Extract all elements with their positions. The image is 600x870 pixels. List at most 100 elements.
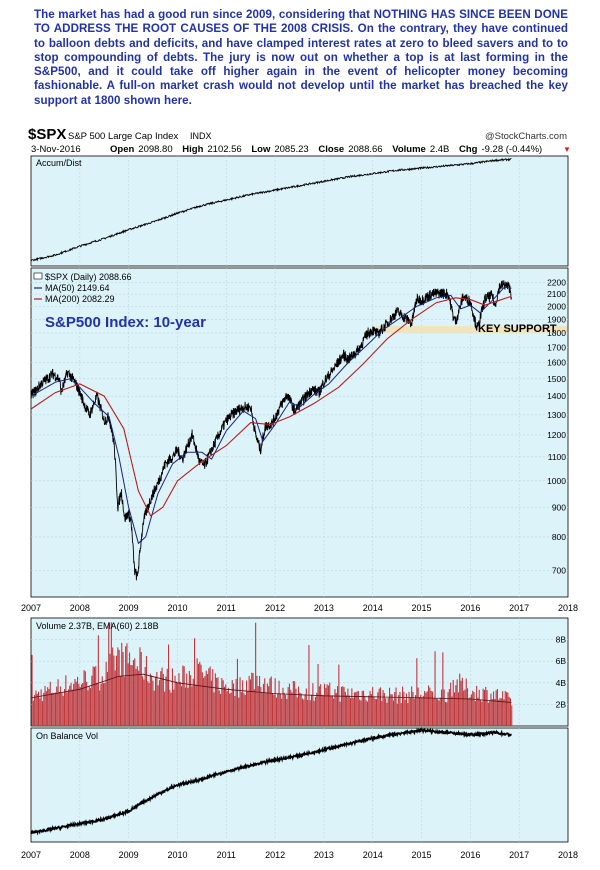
volume-bar xyxy=(468,698,470,726)
volume-bar xyxy=(186,673,188,726)
volume-bar xyxy=(381,700,383,726)
volume-bar xyxy=(132,660,134,726)
volume-bar xyxy=(301,698,303,726)
volume-bar xyxy=(169,689,171,726)
volume-bar xyxy=(416,658,418,726)
volume-bar xyxy=(113,655,115,726)
volume-bar xyxy=(117,647,119,726)
volume-bar xyxy=(222,680,224,726)
volume-bar xyxy=(166,668,168,726)
volume-bar xyxy=(491,699,493,726)
volume-bar xyxy=(325,687,327,726)
volume-bar xyxy=(376,699,378,726)
volume-bar xyxy=(424,691,426,726)
close-label: Close xyxy=(318,144,344,155)
volume-bar xyxy=(164,691,166,726)
volume-bar xyxy=(281,698,283,726)
volume-bar xyxy=(127,663,129,726)
volume-bar xyxy=(203,677,205,726)
volume-bar xyxy=(285,695,287,726)
volume-ema-line xyxy=(30,673,512,703)
volume-bar xyxy=(350,698,352,726)
volume-bar xyxy=(43,692,45,726)
volume-bar xyxy=(394,692,396,726)
volume-bar xyxy=(411,686,413,726)
volume-bar xyxy=(363,690,365,726)
volume-bar xyxy=(49,681,51,726)
volume-bar xyxy=(57,679,59,726)
volume-bar xyxy=(183,666,185,726)
volume-bar xyxy=(320,684,322,726)
volume-tick-label: 6B xyxy=(556,656,567,666)
volume-bar xyxy=(373,697,375,726)
volume-bar xyxy=(119,676,121,726)
volume-bar xyxy=(256,675,258,726)
volume-bar xyxy=(251,672,253,726)
volume-bar xyxy=(282,687,284,726)
volume-bar xyxy=(433,697,435,726)
volume-bar xyxy=(435,698,437,726)
volume-bar xyxy=(270,676,272,726)
volume-bar xyxy=(342,686,344,726)
volume-bar xyxy=(184,687,186,726)
volume-bar xyxy=(225,684,227,726)
volume-bar xyxy=(101,676,103,726)
volume-bar xyxy=(503,699,505,726)
price-x-tick-label: 2010 xyxy=(167,603,187,613)
volume-bar xyxy=(82,683,84,726)
volume-bar xyxy=(41,701,43,726)
volume-bar xyxy=(109,653,111,726)
volume-bar xyxy=(229,693,231,726)
volume-bar xyxy=(244,695,246,726)
volume-bar xyxy=(347,688,349,726)
volume-bar xyxy=(70,682,72,726)
volume-bar xyxy=(191,686,193,726)
volume-bar xyxy=(431,691,433,726)
volume-bar xyxy=(252,673,254,726)
volume-bar xyxy=(456,679,458,726)
legend-price: $SPX (Daily) 2088.66 xyxy=(45,272,132,282)
volume-bar xyxy=(138,670,140,726)
volume-bar xyxy=(213,692,215,726)
volume-bar xyxy=(266,683,268,726)
obv-caption: On Balance Vol xyxy=(36,731,98,741)
volume-bar xyxy=(308,645,310,726)
volume-bar xyxy=(230,692,232,726)
volume-bar xyxy=(96,683,98,726)
volume-bar xyxy=(196,658,198,726)
volume-bar xyxy=(351,688,353,726)
volume-bar xyxy=(465,678,467,726)
volume-bar xyxy=(95,666,97,726)
close-value: 2088.66 xyxy=(348,144,382,155)
volume-bar xyxy=(474,701,476,726)
volume-bar xyxy=(460,680,462,726)
volume-bar xyxy=(178,673,180,726)
volume-bar xyxy=(300,693,302,726)
volume-bar xyxy=(333,698,335,726)
key-support-label: KEY SUPPORT xyxy=(478,323,557,335)
volume-bar xyxy=(439,697,441,726)
commentary-text: The market has had a good run since 2009… xyxy=(34,8,568,107)
volume-bar xyxy=(396,703,398,726)
volume-bar xyxy=(40,689,42,726)
price-tick-label: 1200 xyxy=(547,430,566,440)
volume-bar xyxy=(482,688,484,726)
price-x-tick-label: 2015 xyxy=(412,603,432,613)
volume-bar xyxy=(171,668,173,726)
volume-bar xyxy=(446,702,448,726)
volume-bar xyxy=(226,691,228,726)
price-x-tick-label: 2016 xyxy=(460,603,480,613)
volume-bar xyxy=(292,681,294,726)
volume-bar xyxy=(135,668,137,726)
volume-bar xyxy=(247,691,249,726)
volume-bar xyxy=(389,687,391,726)
accum-dist-line xyxy=(31,157,512,262)
price-x-tick-label: 2008 xyxy=(70,603,90,613)
volume-bar xyxy=(400,703,402,726)
chg-label: Chg xyxy=(459,144,478,155)
volume-bar xyxy=(56,686,58,726)
obv-x-tick-label: 2016 xyxy=(460,850,480,860)
legend-ma200: MA(200) 2082.29 xyxy=(45,294,115,304)
volume-bar xyxy=(129,652,131,726)
volume-bar xyxy=(83,670,85,726)
